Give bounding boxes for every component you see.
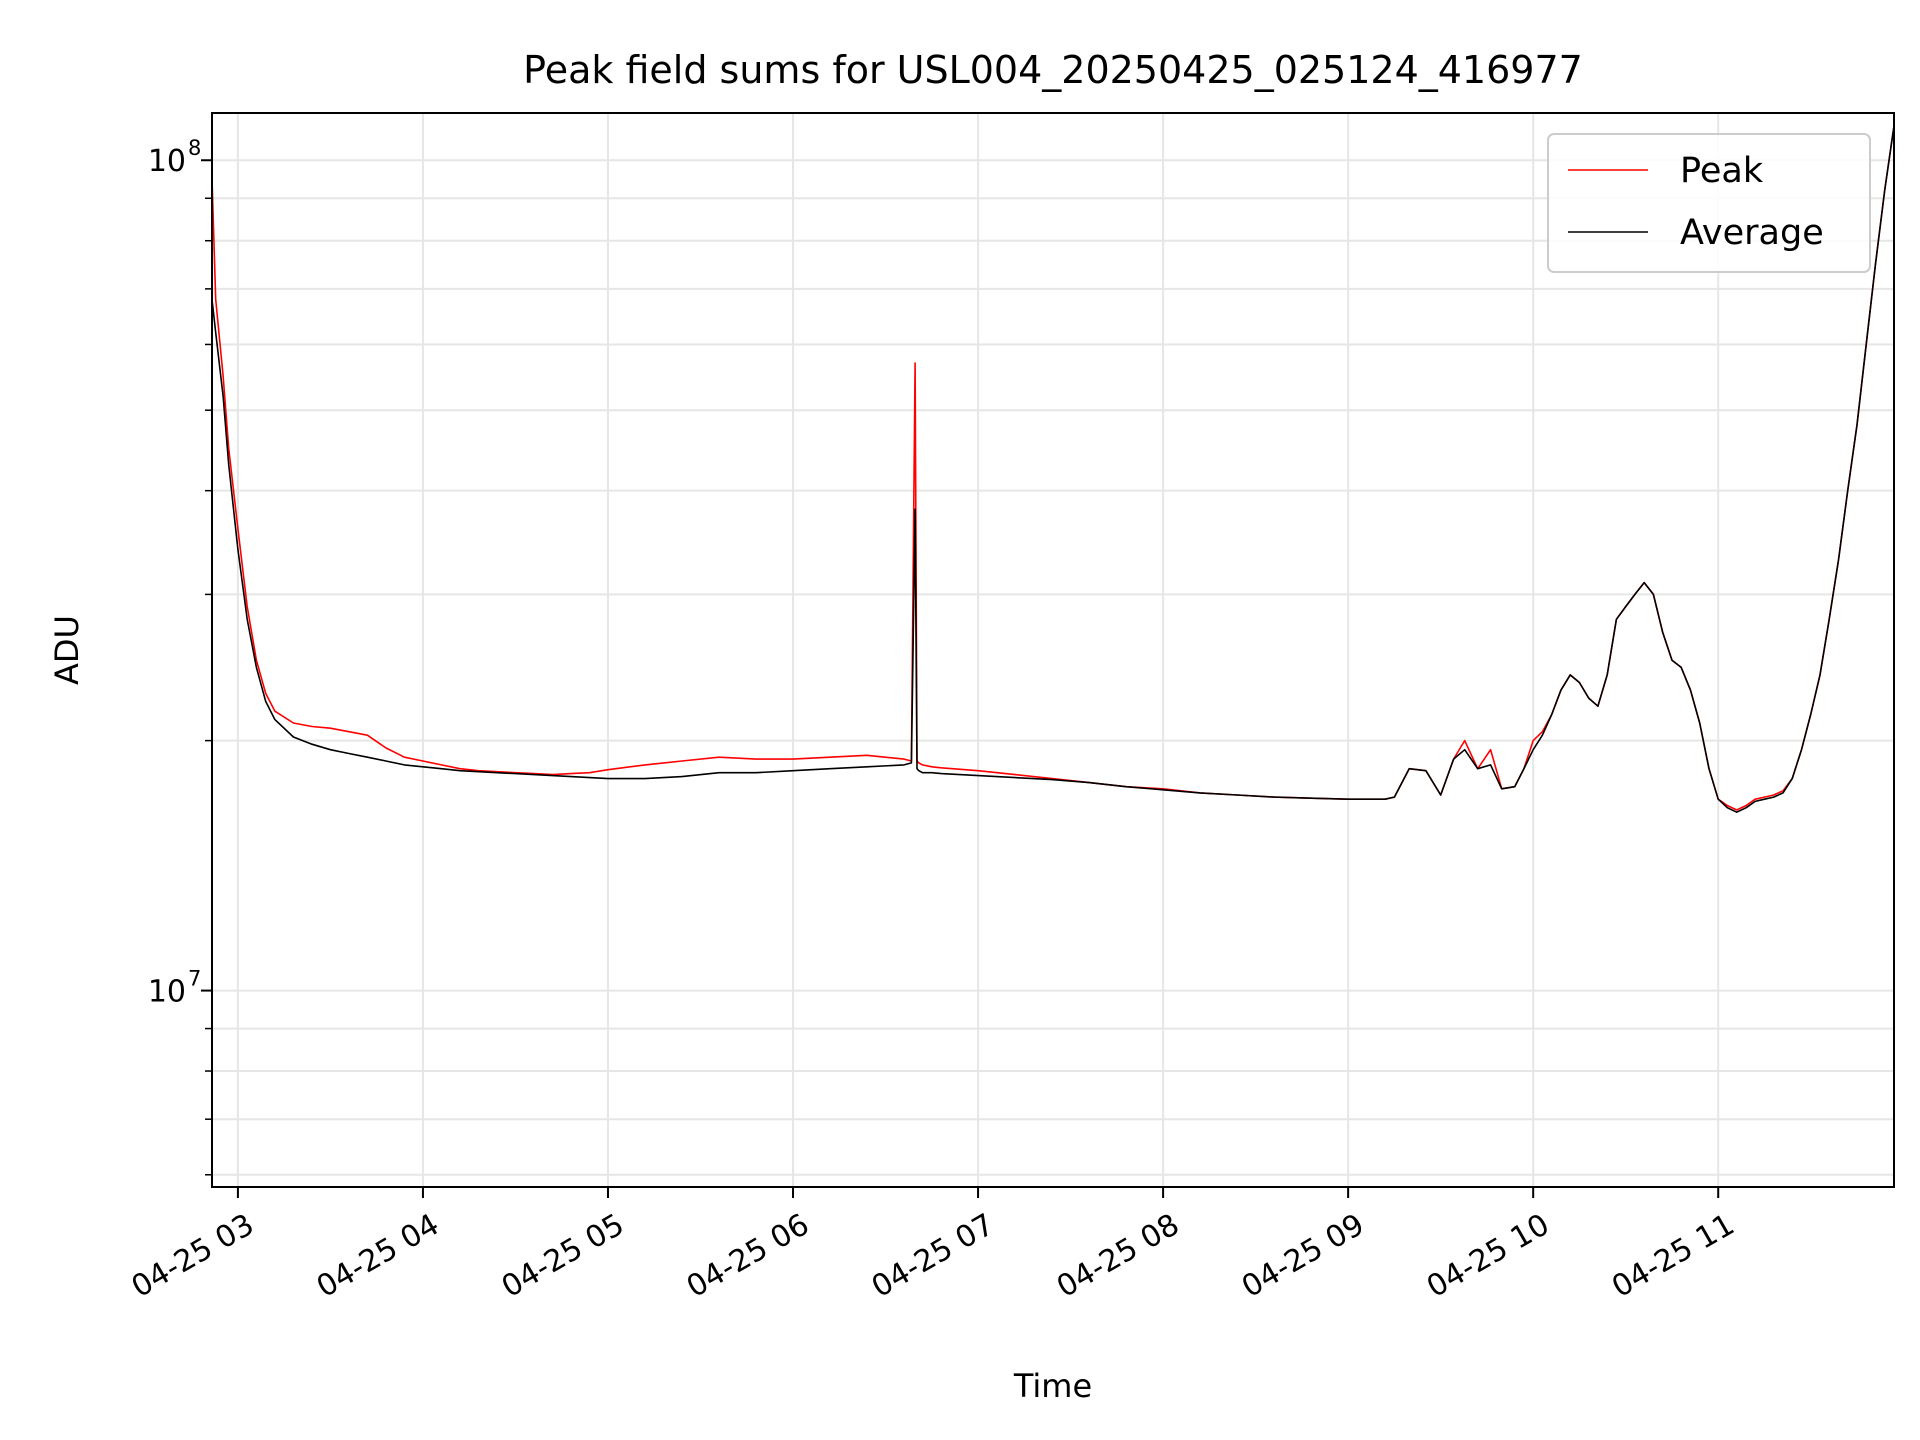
legend: Peak Average: [1547, 133, 1871, 273]
plot-area: [211, 112, 1895, 1188]
series-layer: [211, 125, 1895, 814]
legend-box: [1547, 133, 1871, 273]
y-tick-label-exponent: 7: [188, 967, 201, 991]
y-tick-label: 10: [148, 144, 186, 179]
plot-background: [212, 113, 1894, 1187]
x-axis-label: Time: [1013, 1367, 1092, 1405]
chart-title: Peak field sums for USL004_20250425_0251…: [523, 48, 1583, 92]
y-axis-label: ADU: [48, 615, 86, 685]
y-tick-label-exponent: 8: [188, 136, 201, 160]
legend-peak-label: Peak: [1680, 151, 1764, 191]
series-line-average: [211, 125, 1895, 814]
legend-average-label: Average: [1680, 213, 1824, 253]
plot-frame: [211, 112, 1895, 1188]
y-tick-label: 10: [148, 975, 186, 1010]
